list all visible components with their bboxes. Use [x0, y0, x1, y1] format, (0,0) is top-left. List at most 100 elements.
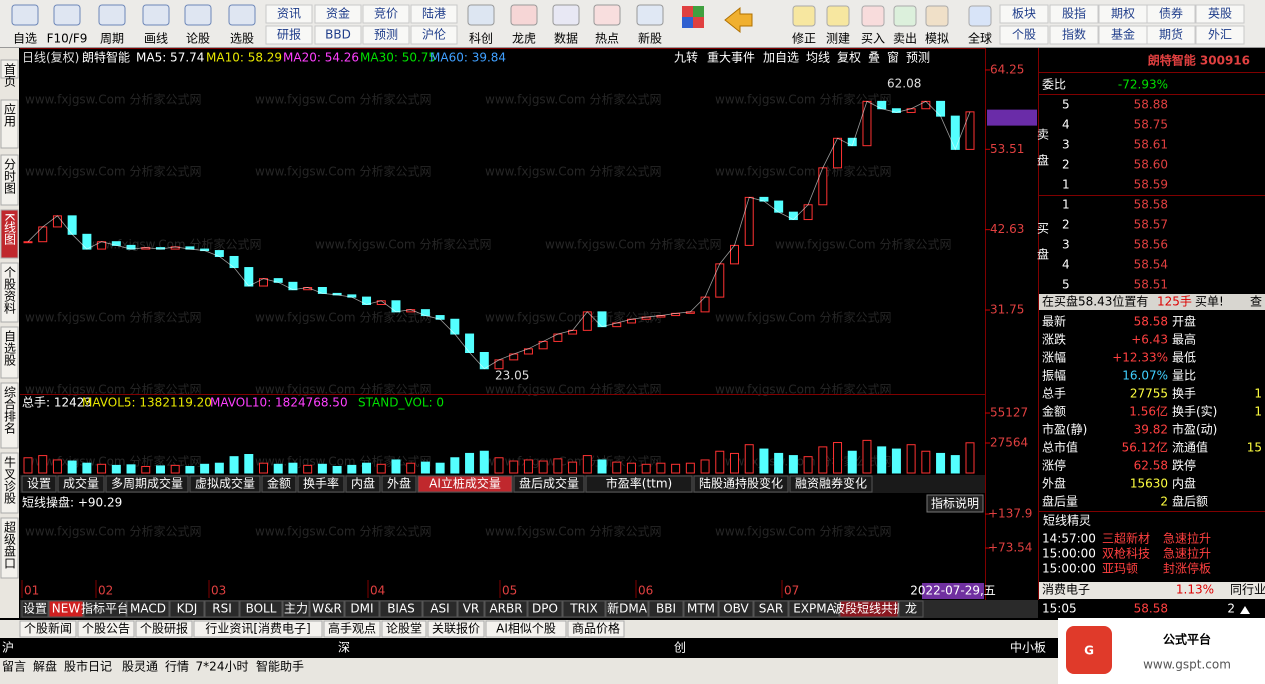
tab-label[interactable]: VR	[463, 602, 480, 616]
tab-label[interactable]: W&R	[312, 602, 342, 616]
tab-label[interactable]: 设置	[27, 477, 51, 491]
bottom-button[interactable]: 解盘	[33, 659, 57, 674]
chart-button[interactable]: 九转	[674, 50, 698, 65]
tab-label[interactable]: 陆股通持股变化	[699, 476, 783, 491]
tab-label[interactable]: AI立桩成交量	[429, 476, 501, 491]
label[interactable]: 查	[1250, 295, 1262, 309]
tool-button[interactable]: 基金	[1111, 27, 1135, 42]
tab-label[interactable]: 高手观点	[328, 621, 376, 636]
tab-label[interactable]: RSI	[212, 602, 232, 616]
chart-button[interactable]: 复权	[837, 51, 861, 65]
tab-label[interactable]: 虚拟成交量	[195, 476, 255, 491]
tab-label[interactable]: NEW	[52, 602, 81, 616]
chart-button[interactable]: 加自选	[763, 51, 799, 65]
tool-button[interactable]: 个股	[1012, 28, 1036, 42]
tool-button[interactable]: 新股	[638, 31, 662, 46]
tab-label[interactable]: 融资融券变化	[795, 476, 867, 491]
tab-label[interactable]: TRIX	[569, 602, 597, 616]
tab-label[interactable]: OBV	[723, 602, 749, 616]
bottom-button[interactable]: 行情	[165, 660, 189, 674]
tab-label[interactable]: 波段短线共振	[833, 601, 905, 616]
tab-label[interactable]: 主力	[284, 602, 308, 616]
tab-label[interactable]: 论股堂	[386, 622, 422, 636]
side-tab-label[interactable]: 自选股	[3, 330, 17, 367]
tool-button[interactable]: 卖出	[893, 32, 917, 46]
tab-label[interactable]: 外盘	[387, 476, 411, 491]
tab-label[interactable]: BBI	[656, 602, 676, 616]
tab-label[interactable]: ARBR	[489, 602, 522, 616]
tab-label[interactable]: 盘后成交量	[519, 476, 579, 491]
tab-label[interactable]: 个股研报	[140, 621, 188, 636]
tab-label[interactable]: MTM	[687, 602, 715, 616]
tab-label[interactable]: 市盈率(ttm)	[606, 476, 672, 491]
tab-label[interactable]: 设置	[23, 602, 47, 616]
tab-label[interactable]: 关联报价	[432, 621, 480, 636]
tab-label[interactable]: EXPMA	[793, 602, 835, 616]
tool-button[interactable]: 数据	[554, 31, 578, 46]
tool-button[interactable]: 热点	[595, 32, 619, 46]
tool-button[interactable]: 测建	[826, 32, 850, 46]
tool-button[interactable]: 全球	[968, 31, 992, 46]
tab-label[interactable]: MACD	[130, 602, 166, 616]
tab-label[interactable]: 金额	[267, 476, 291, 491]
tool-button[interactable]: 龙虎	[512, 32, 536, 46]
tool-button[interactable]: 画线	[144, 32, 168, 46]
tab-label[interactable]: DMI	[350, 602, 373, 616]
tab-label[interactable]: 换手率	[303, 476, 339, 491]
tool-button[interactable]: 债券	[1159, 6, 1183, 21]
side-tab-label[interactable]: 综合排名	[3, 386, 17, 434]
tool-button[interactable]: 修正	[792, 31, 816, 46]
tab-label[interactable]: 内盘	[351, 476, 375, 491]
tool-button[interactable]: 期权	[1111, 7, 1135, 21]
tool-button[interactable]: 竞价	[374, 7, 398, 21]
side-tab-label[interactable]: 首页	[3, 63, 17, 88]
button-label[interactable]: 指标说明	[931, 496, 979, 511]
tool-button[interactable]: 周期	[100, 32, 124, 46]
tool-button[interactable]: 资讯	[277, 7, 301, 21]
bottom-button[interactable]: 智能助手	[256, 659, 304, 674]
tool-button[interactable]: 沪伦	[422, 27, 446, 42]
side-tab-label[interactable]: 个股资料	[3, 266, 17, 314]
tab-label[interactable]: BIAS	[387, 602, 415, 616]
tool-button[interactable]: 预测	[374, 28, 398, 42]
chart-button[interactable]: 均线	[806, 51, 830, 65]
tool-button[interactable]: BBD	[325, 28, 351, 42]
chart-button[interactable]: 叠	[868, 51, 880, 65]
tool-button[interactable]: 买入	[861, 32, 885, 46]
side-tab-label[interactable]: 超级盘口	[3, 520, 17, 569]
bottom-button[interactable]: 7*24小时	[196, 660, 249, 674]
side-tab-label[interactable]: 牛叉诊股	[3, 455, 17, 505]
tab-label[interactable]: 行业资讯[消费电子]	[205, 622, 310, 636]
tab-label[interactable]: 指标平台	[81, 601, 129, 616]
bottom-button[interactable]: 留言	[2, 660, 26, 674]
tool-button[interactable]: 指数	[1062, 27, 1086, 42]
tab-label[interactable]: ASI	[430, 602, 449, 616]
tab-label[interactable]: SAR	[759, 602, 783, 616]
chart-button[interactable]: 重大事件	[707, 51, 755, 65]
tab-label[interactable]: 个股新闻	[24, 621, 72, 636]
tab-label[interactable]: 龙	[905, 602, 917, 616]
tab-label[interactable]: KDJ	[177, 602, 198, 616]
side-tab-label[interactable]: 应用	[3, 102, 17, 128]
tab-label[interactable]: 新DMA	[607, 601, 648, 616]
tool-button[interactable]: 模拟	[925, 32, 949, 46]
tool-button[interactable]: 陆港	[422, 6, 446, 21]
tool-button[interactable]: 板块	[1012, 7, 1036, 21]
chart-button[interactable]: 窗	[887, 51, 899, 65]
tab-label[interactable]: 个股公告	[82, 622, 130, 636]
tab-label[interactable]: 商品价格	[572, 621, 620, 636]
bottom-button[interactable]: 股灵通	[122, 660, 158, 674]
bottom-button[interactable]: 股市日记	[64, 659, 112, 674]
tool-button[interactable]: F10/F9	[47, 32, 88, 46]
tool-button[interactable]: 论股	[186, 32, 210, 46]
tool-button[interactable]: 期货	[1159, 27, 1183, 42]
tab-label[interactable]: AI相似个股	[496, 622, 556, 636]
tab-label[interactable]: 成交量	[63, 476, 99, 491]
side-tab-label[interactable]: 分时图	[3, 158, 17, 194]
side-tab-label[interactable]: K线图	[3, 213, 17, 245]
tool-button[interactable]: 科创	[469, 32, 493, 46]
chart-button[interactable]: 预测	[906, 51, 930, 65]
tool-button[interactable]: 研报	[277, 27, 301, 42]
tab-label[interactable]: BOLL	[246, 602, 277, 616]
tool-button[interactable]: 股指	[1062, 6, 1086, 21]
